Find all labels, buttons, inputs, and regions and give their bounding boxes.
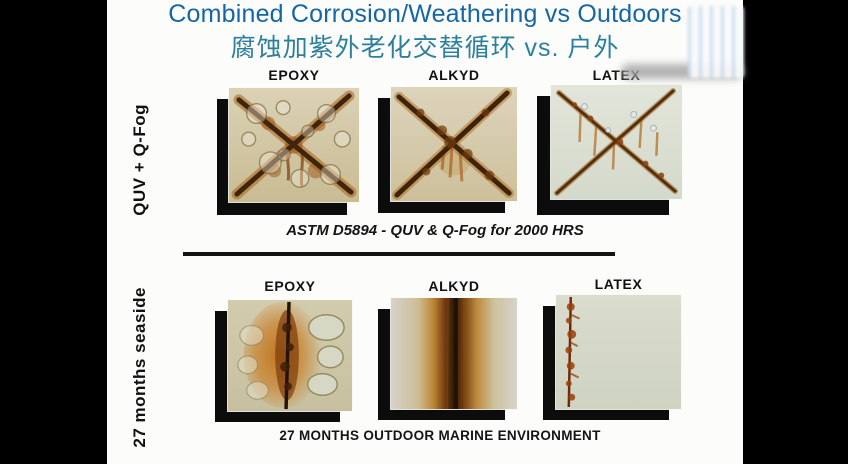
side-label-quv-qfog: QUV + Q-Fog — [130, 104, 149, 216]
caption-marine-environment: 27 MONTHS OUTDOOR MARINE ENVIRONMENT — [279, 428, 601, 443]
presentation-slide: Combined Corrosion/Weathering vs Outdoor… — [107, 0, 744, 464]
panel-label-epoxy-top: EPOXY — [268, 67, 320, 83]
panel-label-alkyd-bottom: ALKYD — [428, 278, 480, 294]
page-title: Combined Corrosion/Weathering vs Outdoor… — [168, 0, 682, 28]
specimen-photo-latex-seaside — [555, 294, 682, 410]
specimen-photo-epoxy-quv — [228, 87, 360, 203]
specimen-photo-alkyd-quv — [390, 86, 518, 202]
caption-astm-test: ASTM D5894 - QUV & Q-Fog for 2000 HRS — [286, 222, 584, 239]
panel-label-latex-bottom: LATEX — [594, 276, 643, 292]
side-label-27-months-seaside: 27 months seaside — [130, 286, 149, 448]
panel-label-alkyd-top: ALKYD — [428, 67, 480, 83]
watermark-overlay — [688, 6, 744, 78]
specimen-photo-latex-quv — [550, 84, 683, 200]
letterbox-right — [743, 0, 848, 464]
panel-label-epoxy-bottom: EPOXY — [264, 278, 316, 294]
specimen-photo-alkyd-seaside — [390, 297, 518, 410]
row-divider — [183, 252, 615, 256]
page-subtitle-chinese: 腐蚀加紫外老化交替循环 vs. 户外 — [230, 34, 620, 62]
letterbox-left — [0, 0, 107, 464]
specimen-photo-epoxy-seaside — [227, 299, 353, 412]
